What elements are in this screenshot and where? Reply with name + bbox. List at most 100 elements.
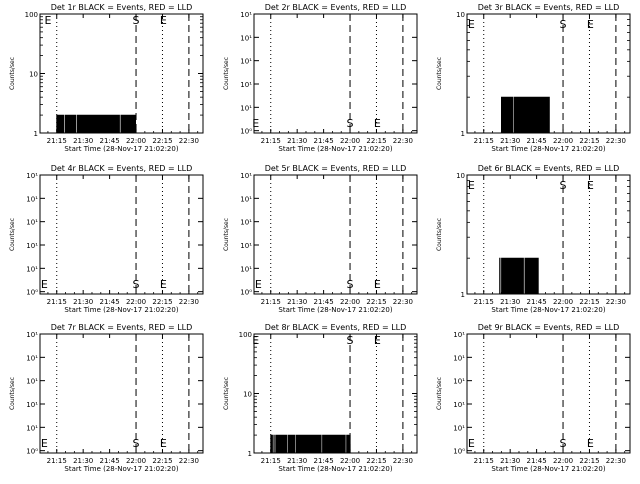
y-axis-label: Counts/sec [223,57,230,90]
marker-e-end: E [374,278,381,291]
y-tick-label: 1 [34,130,38,138]
marker-e-end: E [587,179,594,192]
x-tick-label: 22:00 [553,137,573,145]
detector-panel: Det 1r BLACK = Events, RED = LLD Counts/s… [9,3,204,153]
x-tick-label: 21:15 [261,137,281,145]
y-tick-label: 10¹ [26,354,38,362]
marker-e-end: E [587,437,594,450]
y-tick-label: 10¹ [453,401,465,409]
marker-e-start: E [41,437,48,450]
y-tick-label: 10¹ [240,34,252,42]
x-tick-label: 21:15 [261,457,281,465]
y-axis-label: Counts/sec [9,218,16,251]
detector-panel: Det 3r BLACK = Events, RED = LLD Counts/s… [436,3,631,153]
y-axis-label: Counts/sec [436,218,443,251]
plot-frame [39,174,204,295]
y-tick-label: 10¹ [453,331,465,339]
y-tick-label: 10¹ [240,11,252,19]
x-tick-label: 22:15 [366,137,386,145]
marker-s: S [133,437,140,450]
detector-panel: Det 7r BLACK = Events, RED = LLD Counts/s… [9,323,204,473]
y-tick-label: 10⁰ [240,128,252,136]
x-tick-label: 22:00 [553,457,573,465]
marker-e-end: E [374,334,381,347]
x-tick-label: 22:30 [179,457,199,465]
x-tick-label: 22:30 [606,137,626,145]
y-tick-label: 10¹ [240,104,252,112]
x-tick-label: 22:15 [579,137,599,145]
x-axis-label: Start Time (28-Nov-17 21:02:20) [491,145,605,153]
marker-e-start: E [252,117,259,130]
y-tick-label: 10¹ [26,378,38,386]
marker-s: S [560,179,567,192]
y-axis-label: Counts/sec [436,377,443,410]
marker-e-end: E [160,437,167,450]
panel-title: Det 9r BLACK = Events, RED = LLD [478,323,620,332]
x-tick-label: 21:45 [100,457,120,465]
x-axis-label: Start Time (28-Nov-17 21:02:20) [278,306,392,314]
marker-e-start: E [255,278,262,291]
x-tick-label: 21:15 [474,457,494,465]
x-tick-label: 21:45 [100,137,120,145]
marker-e-start: E [252,334,259,347]
y-tick-label: 10⁰ [240,289,252,297]
panel-title: Det 4r BLACK = Events, RED = LLD [51,164,193,173]
detector-panel: Det 4r BLACK = Events, RED = LLD Counts/s… [9,164,204,314]
y-tick-label: 10 [243,391,252,399]
x-tick-label: 21:15 [47,137,67,145]
detector-panel: Det 5r BLACK = Events, RED = LLD Counts/s… [223,164,418,314]
y-tick-label: 10¹ [26,219,38,227]
x-tick-label: 21:30 [73,457,93,465]
detector-panel: Det 8r BLACK = Events, RED = LLD Counts/s… [223,323,418,473]
y-tick-label: 10¹ [26,424,38,432]
marker-e-end: E [160,14,167,27]
x-tick-label: 21:45 [314,298,334,306]
y-tick-label: 100 [239,331,252,339]
x-tick-label: 21:45 [314,457,334,465]
x-tick-label: 22:15 [152,298,172,306]
y-tick-label: 10⁰ [26,448,38,456]
x-tick-label: 21:30 [73,298,93,306]
x-tick-label: 21:30 [287,298,307,306]
x-tick-label: 22:00 [126,457,146,465]
x-tick-label: 22:00 [340,457,360,465]
y-tick-label: 10¹ [240,172,252,180]
x-tick-label: 22:30 [179,298,199,306]
x-tick-label: 22:15 [152,457,172,465]
events-series-line [270,434,351,454]
y-tick-label: 100 [25,11,38,19]
y-tick-label: 10¹ [26,242,38,250]
marker-s: S [560,18,567,31]
x-tick-label: 21:15 [261,298,281,306]
x-axis-label: Start Time (28-Nov-17 21:02:20) [278,465,392,473]
y-tick-label: 10¹ [453,378,465,386]
x-tick-label: 21:45 [100,298,120,306]
x-tick-label: 22:30 [393,298,413,306]
events-series-line [56,114,137,134]
panel-title: Det 5r BLACK = Events, RED = LLD [265,164,407,173]
plot-frame [466,333,631,454]
x-tick-label: 21:30 [287,457,307,465]
x-tick-label: 21:45 [314,137,334,145]
y-tick-label: 1 [461,291,465,299]
panel-title: Det 2r BLACK = Events, RED = LLD [265,3,407,12]
panel-title: Det 3r BLACK = Events, RED = LLD [478,3,620,12]
y-tick-label: 10¹ [453,354,465,362]
y-tick-label: 10¹ [453,424,465,432]
panel-title: Det 1r BLACK = Events, RED = LLD [51,3,193,12]
y-tick-label: 10¹ [240,219,252,227]
y-tick-label: 1 [461,130,465,138]
x-tick-label: 22:00 [126,298,146,306]
y-tick-label: 10¹ [26,195,38,203]
marker-s: S [133,278,140,291]
x-tick-label: 21:15 [47,298,67,306]
y-tick-label: 10⁰ [26,289,38,297]
x-tick-label: 21:30 [500,137,520,145]
x-tick-label: 21:45 [527,457,547,465]
marker-e-end: E [374,117,381,130]
marker-s: S [133,14,140,27]
marker-s: S [560,437,567,450]
y-tick-label: 10 [29,71,38,79]
plot-frame [253,13,418,134]
